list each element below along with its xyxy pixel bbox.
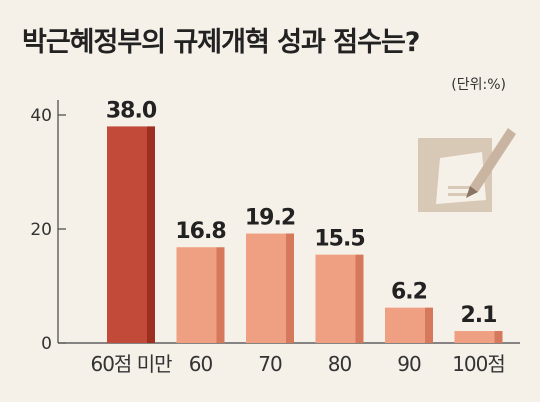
bar-side (216, 247, 225, 343)
x-tick-label: 100점 (452, 352, 505, 376)
bar: 15.5 (314, 227, 366, 343)
chart-title: 박근혜정부의 규제개혁 성과 점수는? (22, 27, 420, 58)
x-tick-label: 80 (328, 352, 352, 376)
bar-side (147, 126, 155, 344)
y-tick-label: 40 (30, 106, 52, 126)
bar-value-label: 2.1 (461, 303, 497, 328)
bar-front (454, 331, 495, 343)
bar-front (176, 247, 217, 343)
x-tick-label: 60점 미만 (90, 352, 172, 376)
unit-label: (단위:%) (451, 77, 506, 93)
bar-value-label: 6.2 (391, 280, 427, 305)
bar-front (385, 307, 425, 343)
bar-side (286, 233, 294, 343)
bar-value-label: 19.2 (245, 206, 295, 231)
bar: 38.0 (106, 98, 158, 344)
bar-side (494, 331, 503, 343)
bar-front (107, 126, 147, 344)
document-pen-icon (418, 128, 516, 212)
bar: 19.2 (245, 206, 296, 343)
x-tick-label: 70 (258, 352, 282, 376)
bar: 6.2 (385, 280, 433, 343)
y-tick-label: 0 (41, 334, 52, 354)
bar-front (246, 233, 286, 343)
bar-value-label: 15.5 (314, 227, 364, 252)
bar-value-label: 38.0 (106, 98, 157, 123)
bar-value-label: 16.8 (175, 219, 225, 244)
bar: 16.8 (175, 219, 227, 343)
bar: 2.1 (454, 303, 503, 343)
x-tick-label: 90 (397, 352, 421, 376)
bar-front (315, 254, 356, 343)
bar-side (425, 307, 433, 343)
bar-side (355, 254, 364, 343)
x-tick-label: 60 (189, 352, 213, 376)
y-tick-label: 20 (30, 220, 52, 240)
